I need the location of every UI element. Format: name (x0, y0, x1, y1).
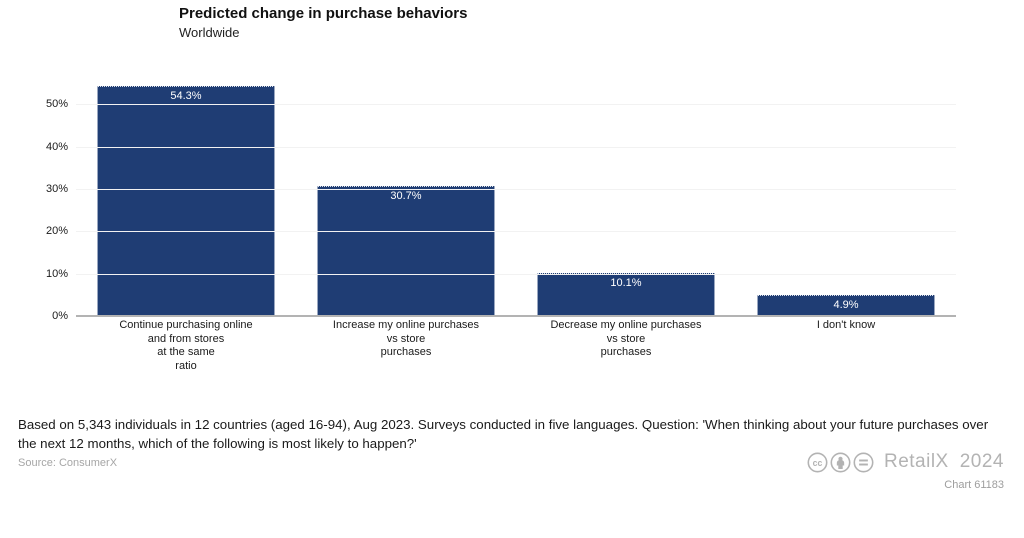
y-tick-label: 30% (45, 182, 68, 195)
bar-slot: 54.3% (76, 86, 296, 316)
chart-subtitle: Worldwide (179, 25, 240, 40)
y-tick-label: 10% (45, 267, 68, 280)
x-axis-category-label: Continue purchasing online and from store… (119, 319, 253, 372)
chart-id: Chart 61183 (944, 479, 1004, 491)
bar-value-label: 30.7% (390, 189, 422, 202)
x-axis-line (76, 315, 956, 317)
gridline (76, 188, 956, 190)
chart-title: Predicted change in purchase behaviors (179, 5, 468, 22)
bar: 10.1% (537, 273, 715, 316)
bar-slot: 10.1% (516, 86, 736, 316)
svg-text:cc: cc (813, 458, 823, 468)
footnote-text: Based on 5,343 individuals in 12 countri… (18, 417, 989, 451)
bar-value-label: 10.1% (610, 277, 642, 290)
y-tick-label: 20% (45, 225, 68, 238)
x-axis-category-label: Decrease my online purchases vs store purc… (550, 319, 702, 358)
license-icons: cc (807, 452, 874, 473)
bar-slot: 4.9% (736, 86, 956, 316)
x-axis-labels: Continue purchasing online and from store… (76, 319, 956, 373)
bar-series: 54.3% 30.7% 10.1% 4.9% (76, 86, 956, 316)
y-tick-label: 0% (52, 310, 68, 322)
gridline (76, 104, 956, 106)
bar-slot: 30.7% (296, 86, 516, 316)
plot-area: 54.3% 30.7% 10.1% 4.9% 0% 10% 20% 30% 40% 50% (46, 86, 956, 322)
cc-icon: cc (807, 452, 828, 472)
bar: 30.7% (317, 185, 495, 316)
brand-name: RetailX (883, 451, 949, 472)
gridline (76, 231, 956, 233)
x-axis-category-label: Increase my online purchases vs store purc… (332, 319, 480, 358)
x-axis-category-label: I don't know (816, 319, 876, 331)
gridline (76, 273, 956, 275)
y-tick-label: 50% (45, 98, 68, 111)
y-tick-label: 40% (45, 140, 68, 153)
gridline (76, 146, 956, 148)
brand-year: 2024 (959, 451, 1004, 472)
brand-block: cc RetailX 2024 Chart 61183 (807, 451, 1004, 491)
cc-by-icon (830, 452, 851, 472)
bar: 4.9% (757, 295, 935, 316)
bar-value-label: 4.9% (833, 299, 859, 312)
cc-nd-icon (853, 452, 874, 472)
bar: 54.3% (97, 86, 275, 316)
bar-value-label: 54.3% (170, 90, 202, 102)
source-text: Source: ConsumerX (18, 457, 118, 469)
